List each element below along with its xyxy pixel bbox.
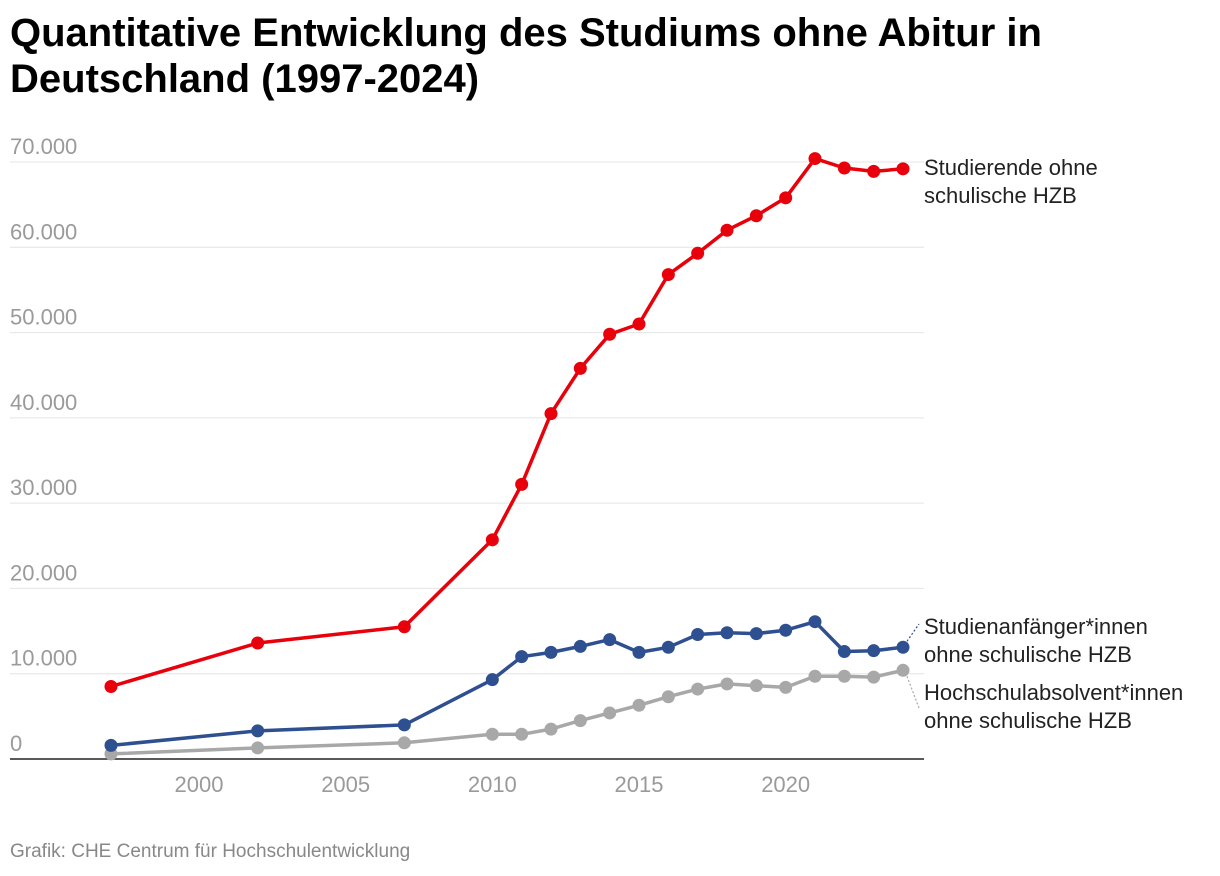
data-point: [896, 162, 910, 176]
series-lines: [104, 152, 910, 761]
data-point: [573, 714, 587, 728]
series-1: [104, 615, 910, 752]
series-0: [104, 152, 910, 694]
chart-title: Quantitative Entwicklung des Studiums oh…: [10, 11, 1042, 101]
data-point: [691, 682, 705, 696]
data-point: [515, 477, 529, 491]
data-point: [749, 627, 763, 641]
data-point: [397, 620, 411, 634]
data-point: [397, 736, 411, 750]
data-point: [485, 673, 499, 687]
data-point: [485, 533, 499, 547]
data-point: [515, 727, 529, 741]
data-point: [691, 627, 705, 641]
data-point: [661, 268, 675, 282]
series-line: [109, 156, 905, 689]
data-point: [867, 670, 881, 684]
data-point: [749, 679, 763, 693]
data-point: [837, 669, 851, 683]
data-point: [808, 669, 822, 683]
data-point: [251, 724, 265, 738]
data-point: [720, 223, 734, 237]
x-tick-label: 2010: [468, 772, 517, 797]
data-point: [779, 191, 793, 205]
data-point: [808, 615, 822, 629]
data-point: [544, 645, 558, 659]
y-tick-label: 0: [10, 731, 22, 756]
series-line: [109, 619, 905, 748]
data-point: [867, 164, 881, 178]
data-point: [104, 738, 118, 752]
x-tick-label: 2015: [615, 772, 664, 797]
y-tick-label: 60.000: [10, 219, 77, 244]
data-point: [749, 209, 763, 223]
data-point: [867, 644, 881, 658]
data-point: [603, 633, 617, 647]
data-point: [544, 407, 558, 421]
label-leader: [906, 676, 920, 709]
data-point: [573, 639, 587, 653]
data-point: [837, 161, 851, 175]
y-tick-label: 10.000: [10, 646, 77, 671]
data-point: [779, 623, 793, 637]
series-2: [104, 663, 910, 761]
data-point: [603, 706, 617, 720]
data-point: [779, 680, 793, 694]
data-point: [515, 650, 529, 664]
data-point: [251, 636, 265, 650]
series-label: Studienanfänger*innen ohne schulische HZB: [924, 614, 1148, 667]
y-tick-label: 40.000: [10, 390, 77, 415]
x-axis-ticks: 2000 2005 2010 2015 2020: [175, 772, 811, 797]
data-point: [485, 727, 499, 741]
y-tick-label: 70.000: [10, 134, 77, 159]
data-point: [603, 327, 617, 341]
data-point: [661, 690, 675, 704]
label-leader: [906, 623, 920, 642]
grid-lines: [10, 161, 924, 675]
data-point: [397, 718, 411, 732]
data-point: [691, 246, 705, 260]
data-point: [896, 663, 910, 677]
data-point: [720, 626, 734, 640]
data-point: [720, 677, 734, 691]
data-point: [632, 698, 646, 712]
series-label: Studierende ohne schulische HZB: [924, 155, 1098, 208]
series-labels: Studierende ohne schulische HZB Studienanf…: [906, 155, 1183, 733]
data-point: [896, 640, 910, 654]
data-point: [632, 645, 646, 659]
data-point: [808, 152, 822, 166]
data-point: [544, 722, 558, 736]
data-point: [632, 317, 646, 331]
data-point: [104, 680, 118, 694]
y-tick-label: 50.000: [10, 305, 77, 330]
data-point: [661, 640, 675, 654]
data-point: [251, 741, 265, 755]
y-tick-label: 30.000: [10, 475, 77, 500]
x-tick-label: 2005: [321, 772, 370, 797]
y-tick-label: 20.000: [10, 560, 77, 585]
y-axis-ticks: 0 10.000 20.000 30.000 40.000 50.000 60.000 70.…: [10, 134, 77, 756]
series-label: Hochschulabsolvent*innen ohne schulische …: [924, 680, 1183, 733]
x-tick-label: 2020: [761, 772, 810, 797]
data-point: [573, 361, 587, 375]
x-tick-label: 2000: [175, 772, 224, 797]
data-point: [837, 645, 851, 659]
source-credit: Grafik: CHE Centrum für Hochschulentwick…: [10, 841, 411, 862]
